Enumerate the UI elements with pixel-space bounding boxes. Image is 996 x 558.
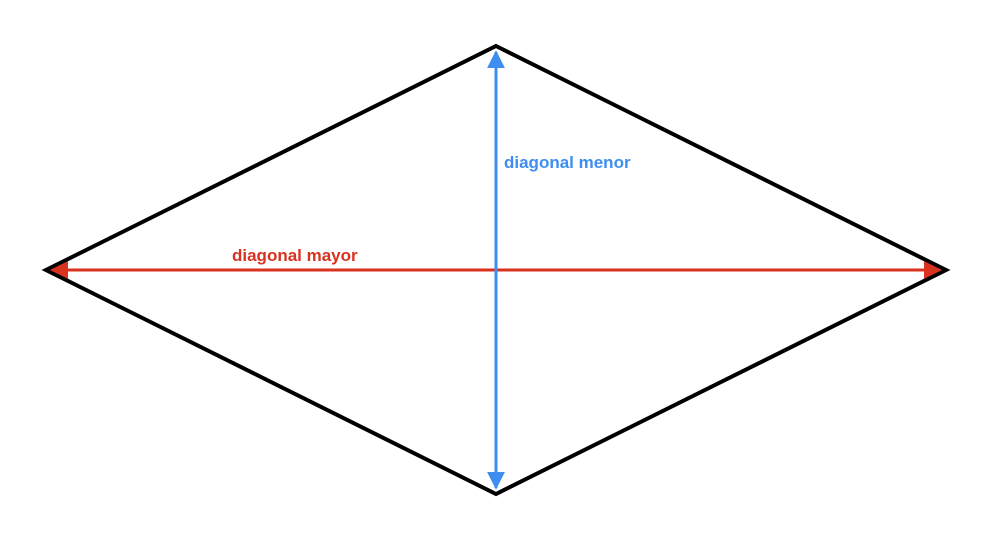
major-diagonal-label: diagonal mayor — [232, 246, 358, 265]
rhombus-outline — [41, 43, 951, 497]
minor-diagonal-label: diagonal menor — [504, 153, 631, 172]
